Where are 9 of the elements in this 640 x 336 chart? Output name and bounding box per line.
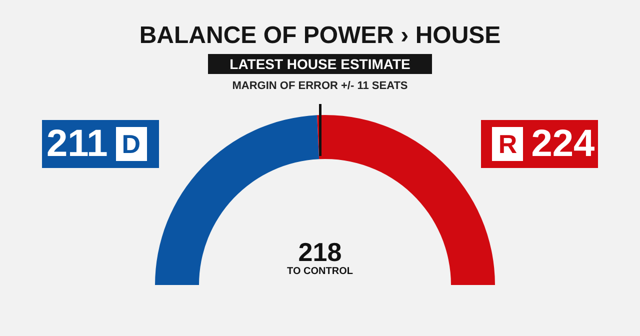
chart-subtitle: LATEST HOUSE ESTIMATE <box>208 54 432 74</box>
data-label: 224 <box>531 122 595 166</box>
chart-title: BALANCE OF POWER › HOUSE <box>138 22 502 50</box>
text: TO CONTROL <box>286 266 354 277</box>
text: 218 <box>297 237 343 267</box>
text: MARGIN OF ERROR +/- 11 SEATS <box>231 80 409 92</box>
data-label: 211 <box>46 122 108 166</box>
slice-label: R <box>492 127 524 161</box>
slice-label: D <box>116 127 147 161</box>
